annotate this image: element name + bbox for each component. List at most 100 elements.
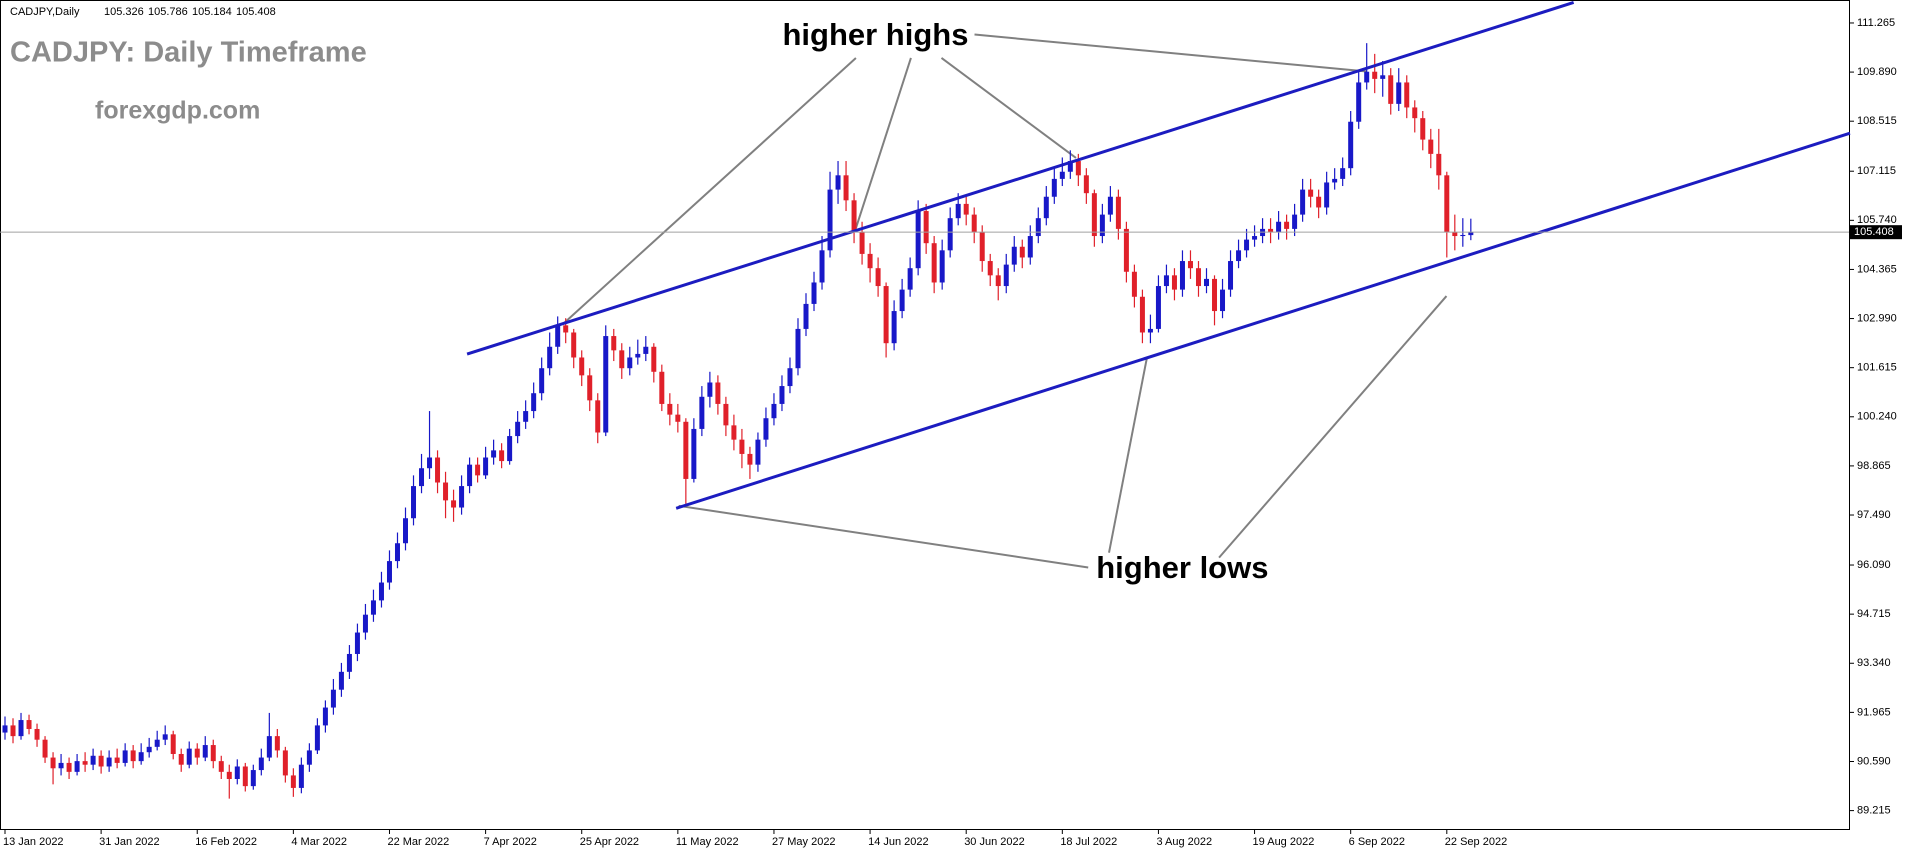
candle-body — [763, 418, 769, 440]
candle-body — [34, 728, 40, 740]
channel-line — [466, 1, 1575, 356]
candle-body — [1043, 196, 1049, 219]
candle-body — [555, 325, 561, 347]
candle-body — [1147, 328, 1153, 333]
candle-body — [50, 757, 56, 769]
candle-body — [1187, 261, 1193, 269]
candle-body — [835, 175, 841, 190]
candle-body — [539, 368, 545, 394]
candle-body — [1019, 246, 1025, 258]
candle-body — [154, 739, 160, 747]
candle-body — [515, 421, 521, 437]
candles — [2, 43, 1474, 799]
candle-body — [306, 750, 312, 765]
candle-body — [1348, 121, 1354, 169]
candle-body — [1436, 153, 1442, 176]
candle-body — [787, 368, 793, 387]
annotation-pointer — [1218, 295, 1448, 559]
annotation-pointer — [940, 57, 1077, 159]
candle-body — [1003, 264, 1009, 287]
candle-body — [595, 400, 601, 433]
candle-body — [443, 482, 449, 501]
candle-body — [90, 755, 96, 765]
candle-body — [1228, 261, 1234, 290]
candle-body — [338, 671, 344, 690]
candle-body — [995, 275, 1001, 287]
candle-body — [130, 750, 136, 762]
candle-body — [707, 382, 713, 397]
candle-body — [659, 371, 665, 404]
candle-body — [1139, 296, 1145, 333]
candle-body — [1155, 286, 1161, 329]
candle-body — [282, 750, 288, 776]
candle-body — [971, 214, 977, 233]
plot-frame — [0, 0, 1850, 830]
candle-body — [1051, 178, 1057, 197]
annotation-pointer — [1108, 357, 1148, 553]
candle-body — [1380, 75, 1386, 79]
candle-body — [1444, 175, 1450, 233]
candle-body — [1404, 82, 1410, 108]
candle-body — [643, 346, 649, 354]
candle-body — [234, 766, 240, 779]
candle-body — [875, 268, 881, 287]
candle-body — [619, 350, 625, 369]
candle-body — [178, 753, 184, 765]
y-tick-label: 100.240 — [1857, 411, 1897, 423]
candle-body — [419, 468, 425, 487]
x-tick-label: 11 May 2022 — [676, 836, 739, 848]
candle-body — [1268, 228, 1274, 233]
candle-body — [42, 739, 48, 758]
x-tick-label: 6 Sep 2022 — [1349, 836, 1405, 848]
candle-body — [1420, 118, 1426, 140]
ohlc-header: CADJPY,Daily 105.326 105.786 105.184 105… — [10, 6, 276, 18]
x-tick-label: 25 Apr 2022 — [580, 836, 639, 848]
candle-body — [963, 203, 969, 215]
candle-body — [467, 464, 473, 487]
candle-body — [1252, 236, 1258, 240]
candle-body — [210, 745, 216, 762]
chart-subtitle: forexgdp.com — [95, 97, 260, 125]
candle-body — [771, 403, 777, 419]
candle-body — [779, 386, 785, 404]
candle-body — [378, 582, 384, 601]
candle-body — [330, 689, 336, 708]
candle-body — [322, 707, 328, 726]
candle-body — [386, 561, 392, 583]
candle-body — [427, 457, 433, 469]
candle-body — [635, 353, 641, 358]
candle-body — [58, 762, 64, 769]
candle-body — [475, 464, 481, 476]
candle-body — [523, 411, 529, 422]
candle-body — [715, 382, 721, 404]
candle-body — [611, 336, 617, 351]
candle-body — [354, 632, 360, 654]
candle-body — [883, 286, 889, 344]
candle-body — [891, 311, 897, 344]
candle-body — [186, 748, 192, 765]
candle-body — [979, 232, 985, 262]
candle-body — [162, 734, 168, 740]
candle-body — [26, 720, 32, 729]
candle-body — [547, 346, 553, 369]
candle-body — [1284, 221, 1290, 229]
candle-body — [346, 653, 352, 672]
candle-body — [1212, 278, 1218, 312]
y-tick-label: 90.590 — [1857, 755, 1891, 767]
candle-body — [1292, 214, 1298, 229]
candle-body — [1332, 178, 1338, 183]
candle-body — [266, 736, 272, 758]
header-open: 105.326 — [104, 6, 144, 18]
candle-body — [843, 175, 849, 201]
candle-body — [907, 268, 913, 290]
y-tick-label: 91.965 — [1857, 706, 1891, 718]
candle-body — [579, 357, 585, 376]
annotation-pointer — [678, 504, 1089, 569]
candle-body — [66, 762, 72, 772]
candle-body — [1244, 239, 1250, 251]
y-tick-label: 104.365 — [1857, 263, 1897, 275]
chart-title: CADJPY: Daily Timeframe — [10, 37, 367, 69]
y-tick-label: 93.340 — [1857, 657, 1891, 669]
candle-body — [314, 725, 320, 751]
